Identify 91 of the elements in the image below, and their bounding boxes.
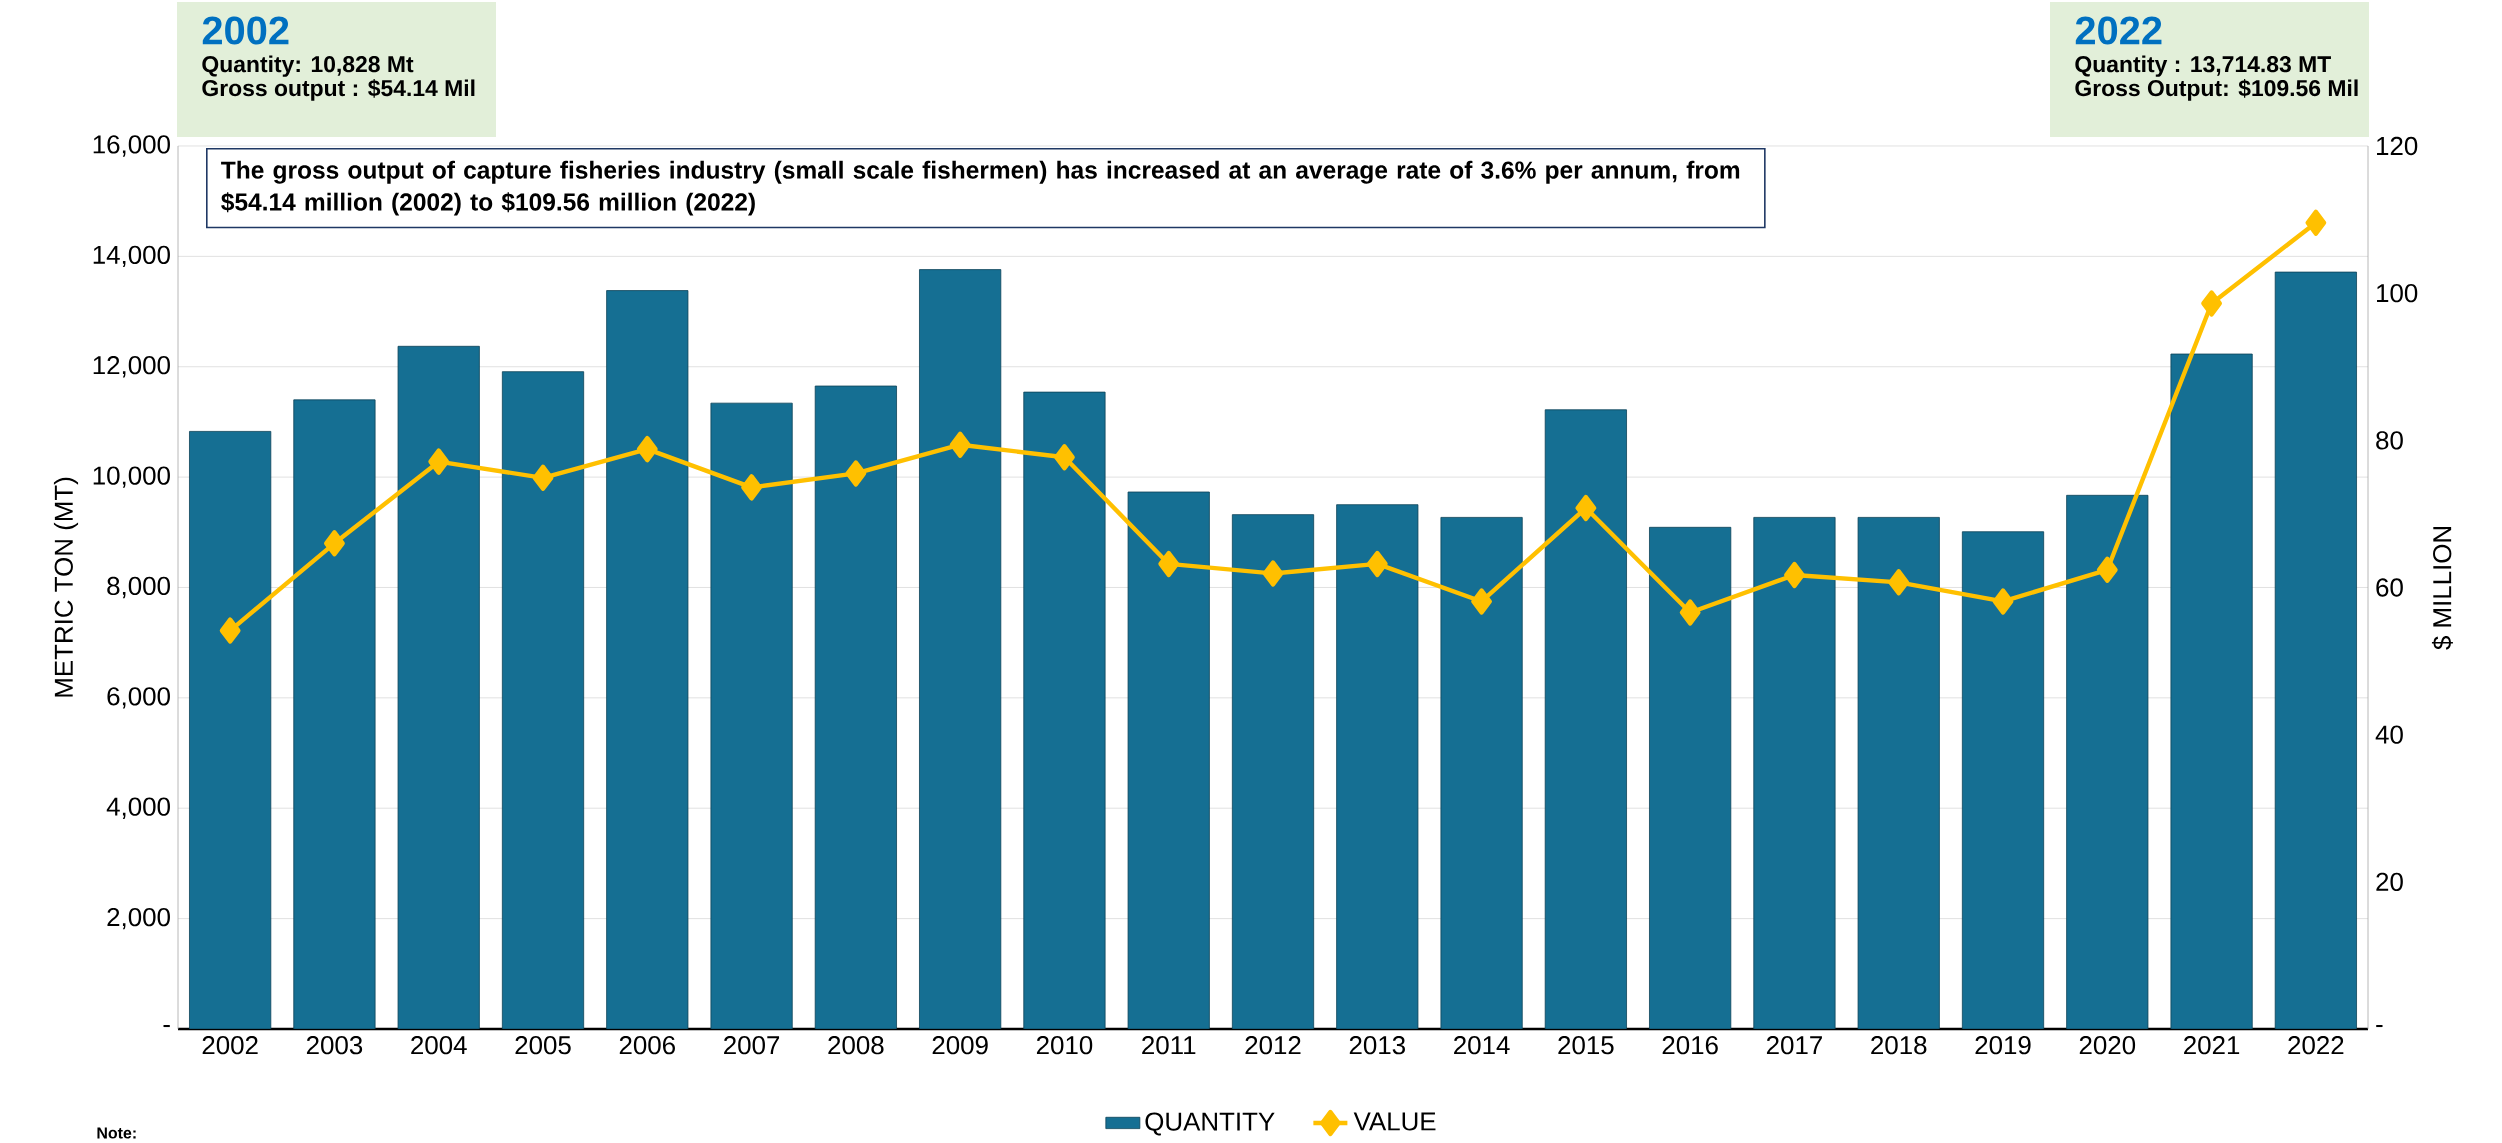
y2-tick-label: 20 — [2376, 872, 2403, 891]
point — [428, 448, 450, 475]
x-tick-label: 2010 — [1036, 1036, 1093, 1055]
annotation: The gross output of capture fisheries industry (small scale fishermen) has increased at an average rate of 3.6% per annum, from $54.14 million (2002) to $109.56 million (2022) — [221, 160, 1740, 216]
x-tick-label: 2019 — [1975, 1036, 2031, 1055]
point — [949, 431, 971, 458]
x-tick-label: 2004 — [411, 1036, 467, 1055]
bar — [1231, 514, 1315, 1029]
point — [1679, 599, 1701, 626]
x-tick-label: 2003 — [306, 1036, 363, 1055]
point — [2096, 556, 2118, 583]
x-tick-label: 2005 — [515, 1036, 571, 1055]
x-tick-label: 2021 — [2184, 1036, 2240, 1055]
point — [2201, 290, 2222, 317]
legend-label: QUANTITY — [1145, 1112, 1275, 1136]
bar — [2274, 271, 2357, 1029]
point — [845, 460, 867, 487]
point — [324, 530, 345, 557]
x-tick-label: 2020 — [2079, 1036, 2136, 1055]
legend-label: VALUE — [1353, 1112, 1436, 1131]
bar — [919, 269, 1002, 1029]
y-tick-label: 8,000 — [107, 576, 170, 599]
bar — [293, 399, 376, 1029]
bar — [2066, 494, 2149, 1029]
y-tick-label: 6,000 — [107, 687, 170, 709]
text: Note: — [97, 1127, 136, 1139]
y2-tick-label: - — [2376, 1025, 2383, 1028]
x-tick-label: 2009 — [932, 1036, 988, 1055]
x-tick-label: 2018 — [1871, 1036, 1927, 1055]
x-tick-label: 2014 — [1454, 1036, 1510, 1055]
y-tick-label: 14,000 — [93, 245, 170, 268]
x-tick-label: 2006 — [619, 1036, 675, 1055]
y-tick-label: 12,000 — [93, 356, 170, 378]
point — [532, 464, 554, 491]
bar — [1127, 491, 1210, 1029]
point — [1366, 550, 1388, 578]
x-tick-label: 2013 — [1349, 1036, 1405, 1055]
x-tick-label: 2008 — [828, 1036, 884, 1055]
bar — [189, 431, 272, 1029]
y2-tick-label: 40 — [2375, 725, 2403, 744]
bar — [1857, 516, 1940, 1029]
bar — [1544, 409, 1627, 1029]
y-tick-label: - — [163, 1025, 170, 1028]
point — [1158, 550, 1180, 578]
point — [636, 435, 658, 463]
point — [1054, 444, 1075, 471]
text: Gross output : $54.14 Mil — [202, 79, 475, 101]
bar — [606, 290, 689, 1029]
bar — [2170, 353, 2253, 1029]
point — [1992, 588, 2014, 615]
bar — [1753, 516, 1836, 1029]
y-tick-label: 16,000 — [93, 135, 170, 157]
x-tick-label: 2002 — [202, 1036, 258, 1055]
y-tick-label: 10,000 — [93, 466, 170, 488]
bar — [397, 345, 480, 1029]
y2-tick-label: 80 — [2376, 431, 2403, 450]
x-tick-label: 2011 — [1142, 1036, 1196, 1055]
point — [1471, 588, 1492, 615]
bar — [1440, 516, 1523, 1029]
point — [1784, 561, 1805, 589]
bar — [710, 402, 793, 1029]
bar — [1023, 391, 1106, 1029]
x-tick-label: 2015 — [1558, 1036, 1614, 1055]
point — [1262, 560, 1284, 587]
y-axis-title: METRIC TON (MT) — [53, 477, 79, 697]
x-tick-label: 2012 — [1245, 1036, 1301, 1055]
text: Gross Output: $109.56 Mil — [2075, 79, 2358, 101]
y2-tick-label: 100 — [2377, 283, 2418, 303]
text: 2022 — [2075, 16, 2162, 45]
y-tick-label: 2,000 — [107, 907, 170, 930]
bar — [814, 385, 897, 1029]
y2-tick-label: 60 — [2376, 578, 2403, 597]
bar — [1336, 504, 1419, 1029]
point — [1888, 569, 1910, 596]
y2-tick-label: 120 — [2377, 136, 2418, 156]
x-tick-label: 2016 — [1662, 1036, 1718, 1055]
point — [1575, 494, 1597, 522]
point — [219, 617, 241, 644]
bar — [1649, 526, 1732, 1029]
text: Quantity: 10,828 Mt — [202, 55, 414, 77]
bar — [1961, 531, 2045, 1029]
bar — [501, 371, 585, 1029]
text: 2002 — [202, 16, 289, 45]
x-tick-label: 2007 — [724, 1036, 780, 1055]
x-tick-label: 2022 — [2288, 1036, 2344, 1055]
y-tick-label: 4,000 — [106, 797, 170, 819]
text: Quantity : 13,714.83 MT — [2075, 55, 2331, 77]
point — [2305, 209, 2327, 236]
point — [741, 474, 762, 501]
x-tick-label: 2017 — [1766, 1036, 1822, 1055]
y2-axis-title: $ MILLION — [2431, 526, 2453, 650]
